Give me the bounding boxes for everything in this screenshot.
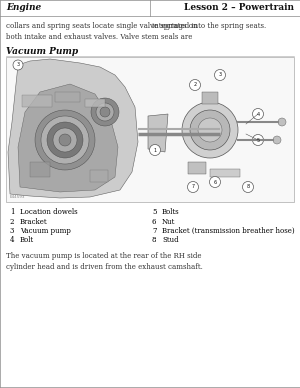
Circle shape [91, 98, 119, 126]
Text: 7: 7 [152, 227, 157, 235]
Polygon shape [8, 59, 138, 198]
Text: 6: 6 [152, 218, 157, 225]
Bar [6, 57, 294, 202]
Circle shape [190, 110, 230, 150]
Bar [188, 162, 206, 174]
Text: Location dowels: Location dowels [20, 208, 78, 216]
Circle shape [273, 136, 281, 144]
Polygon shape [18, 84, 118, 192]
Text: 8: 8 [152, 237, 157, 244]
Circle shape [278, 118, 286, 126]
Bar [202, 92, 218, 104]
Circle shape [188, 182, 199, 192]
Text: 3: 3 [10, 227, 14, 235]
Circle shape [35, 110, 95, 170]
Text: 1: 1 [10, 208, 14, 216]
Text: 5: 5 [152, 208, 157, 216]
Text: Vacuum Pump: Vacuum Pump [6, 47, 78, 56]
Polygon shape [148, 114, 168, 152]
Text: Bolt: Bolt [20, 237, 34, 244]
Circle shape [253, 109, 263, 120]
Text: 5: 5 [256, 137, 260, 142]
Text: collars and spring seats locate single valve springs on
both intake and exhaust : collars and spring seats locate single v… [6, 22, 197, 41]
Text: 2: 2 [194, 83, 196, 88]
Circle shape [209, 177, 220, 187]
Text: 3: 3 [218, 73, 222, 78]
Text: 1: 1 [153, 147, 157, 152]
Circle shape [149, 144, 161, 156]
Text: E44593: E44593 [10, 195, 26, 199]
Text: Bracket: Bracket [20, 218, 48, 225]
Text: Lesson 2 – Powertrain: Lesson 2 – Powertrain [184, 3, 294, 12]
Text: 8: 8 [246, 185, 250, 189]
Circle shape [47, 122, 83, 158]
Circle shape [242, 182, 253, 192]
Bar [30, 162, 50, 177]
Bar [55, 92, 80, 102]
Text: 4: 4 [256, 111, 260, 116]
Text: Stud: Stud [162, 237, 178, 244]
Text: 2: 2 [10, 218, 14, 225]
Circle shape [182, 102, 238, 158]
Text: The vacuum pump is located at the rear of the RH side
cylinder head and is drive: The vacuum pump is located at the rear o… [6, 252, 203, 271]
Text: 7: 7 [191, 185, 195, 189]
Text: Nut: Nut [162, 218, 175, 225]
Text: 6: 6 [213, 180, 217, 185]
Circle shape [41, 116, 89, 164]
Circle shape [53, 128, 77, 152]
Circle shape [190, 80, 200, 90]
Text: 3: 3 [16, 62, 20, 68]
Text: 4: 4 [10, 237, 14, 244]
Circle shape [13, 60, 23, 70]
Circle shape [96, 103, 114, 121]
Bar [85, 99, 105, 107]
Text: Bracket (transmission breather hose): Bracket (transmission breather hose) [162, 227, 295, 235]
Bar [210, 169, 240, 177]
Text: integrated into the spring seats.: integrated into the spring seats. [152, 22, 266, 30]
Text: Engine: Engine [6, 3, 41, 12]
Circle shape [253, 135, 263, 146]
Circle shape [198, 118, 222, 142]
Circle shape [59, 134, 71, 146]
Text: Vacuum pump: Vacuum pump [20, 227, 71, 235]
Bar [90, 170, 108, 182]
Bar [22, 95, 52, 107]
Circle shape [100, 107, 110, 117]
Text: Bolts: Bolts [162, 208, 180, 216]
Circle shape [214, 69, 226, 80]
